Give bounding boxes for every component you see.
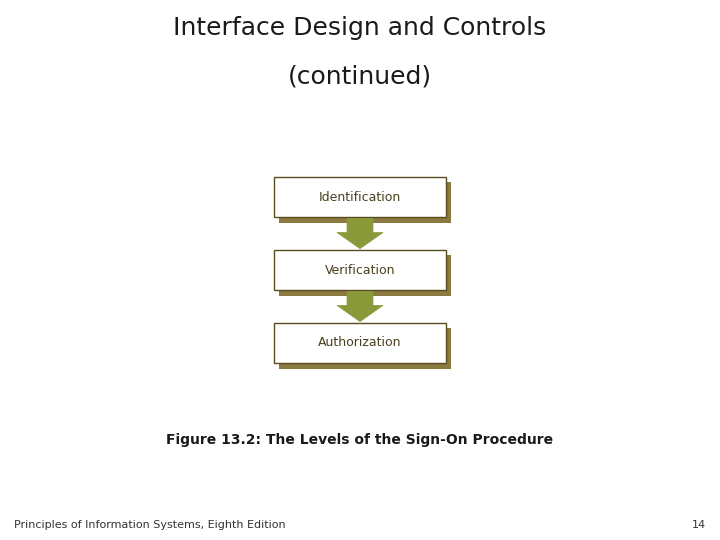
FancyBboxPatch shape bbox=[274, 177, 446, 217]
Polygon shape bbox=[337, 292, 383, 322]
FancyBboxPatch shape bbox=[274, 249, 446, 291]
Text: Verification: Verification bbox=[325, 264, 395, 276]
Text: Identification: Identification bbox=[319, 191, 401, 204]
Text: Interface Design and Controls: Interface Design and Controls bbox=[174, 16, 546, 40]
Polygon shape bbox=[337, 218, 383, 248]
Text: Figure 13.2: The Levels of the Sign-On Procedure: Figure 13.2: The Levels of the Sign-On P… bbox=[166, 433, 554, 447]
FancyBboxPatch shape bbox=[274, 322, 446, 363]
Text: 14: 14 bbox=[691, 520, 706, 530]
Text: (continued): (continued) bbox=[288, 65, 432, 89]
FancyBboxPatch shape bbox=[279, 328, 451, 368]
FancyBboxPatch shape bbox=[279, 255, 451, 296]
Text: Principles of Information Systems, Eighth Edition: Principles of Information Systems, Eight… bbox=[14, 520, 286, 530]
FancyBboxPatch shape bbox=[279, 183, 451, 222]
Text: Authorization: Authorization bbox=[318, 336, 402, 349]
